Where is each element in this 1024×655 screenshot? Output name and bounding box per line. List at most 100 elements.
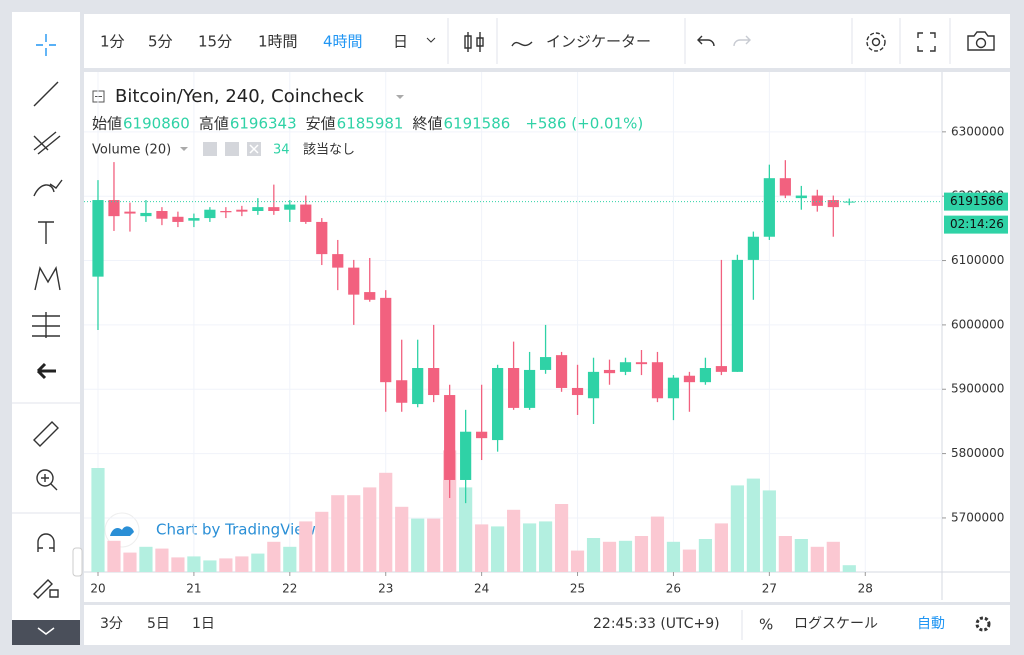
volume-bar [650,516,665,572]
volume-title[interactable]: Volume (20) [92,143,171,158]
volume-bar [586,538,601,572]
volume-bar [666,541,681,572]
candle-body [92,200,104,277]
redo-button[interactable] [733,35,751,47]
snapshot-lens [975,37,987,49]
interval-button[interactable]: 4時間 [323,33,363,51]
range-button[interactable]: 5日 [147,616,170,632]
candle-body [779,178,791,196]
interval-button[interactable]: 1時間 [258,33,298,51]
log-scale-button[interactable]: ログスケール [794,616,878,632]
volume-bar [171,557,185,572]
undo-button[interactable] [697,35,715,47]
volume-bar [187,556,201,572]
volume-bar [395,506,409,572]
volume-bar [347,495,361,572]
ohlc-value: 6190860 [123,115,190,133]
volume-bar [443,450,457,572]
interval-button[interactable]: 日 [393,33,408,51]
volume-bar [219,558,233,572]
interval-button[interactable]: 5分 [148,33,173,51]
volume-dropdown[interactable] [180,147,188,151]
collapse-legend[interactable] [92,90,105,103]
eye-button[interactable] [203,142,217,156]
ohlc-value: 6191586 [444,115,511,133]
settings-mini-button[interactable] [225,142,239,156]
candle-body [539,357,552,370]
volume-bar [203,560,217,572]
x-tick-label: 27 [762,582,777,596]
candle-body [508,368,520,408]
candle-body [715,366,728,372]
interval-button[interactable]: 1分 [100,33,125,51]
candle-body [683,375,696,383]
indicators-button[interactable]: インジケーター [546,33,651,51]
trendline-tool[interactable] [33,81,59,107]
crosshair-tool[interactable] [36,34,56,56]
pattern-tool[interactable] [34,265,61,291]
symbol-dropdown[interactable] [396,95,404,99]
candle-body [492,368,504,441]
ohlc-value: 6185981 [337,115,404,133]
watermark-text[interactable]: Chart by TradingView [156,521,316,539]
ohlc-label: 終値 [412,115,442,133]
candle-body [204,209,216,219]
ohlc-label: 安値 [306,115,336,133]
chart-panel [84,72,1010,602]
x-tick-label: 26 [666,582,681,596]
symbol-title[interactable]: Bitcoin/Yen, 240, Coincheck [115,86,364,107]
axis-settings-button[interactable] [975,616,991,632]
magnet-tool[interactable] [37,533,55,552]
text-tool[interactable] [38,221,54,244]
volume-bar [618,540,633,572]
y-tick-label: 6100000 [951,253,1004,267]
back-arrow[interactable] [36,362,56,380]
volume-bar [283,546,297,572]
candle-body [523,369,536,408]
x-tick-label: 21 [186,582,201,596]
no-match: 該当なし [303,143,355,158]
candle-body [747,236,759,260]
volume-bar [235,556,249,572]
ohlc-value: 6196343 [230,115,297,133]
volume-bar [634,536,649,572]
dropdown-icon[interactable] [426,37,436,43]
settings-button[interactable] [866,32,886,52]
x-tick-label: 20 [90,582,105,596]
candle-body [396,380,408,403]
candle-body [124,211,136,214]
collapse-button[interactable] [12,620,80,645]
candle-body [811,195,823,206]
volume-bar [730,485,744,572]
settings-center [871,37,881,47]
measure-tool[interactable] [32,312,60,338]
candle-body [731,259,743,372]
ohlc-label: 高値 [199,115,229,133]
volume-bar [794,539,808,572]
brush-tool[interactable] [33,179,63,197]
y-tick-label: 6300000 [951,124,1004,138]
fib-tool[interactable] [33,131,61,155]
candle-body [699,368,712,383]
range-button[interactable]: 3分 [100,616,123,632]
ruler-tool[interactable] [33,421,59,447]
collapse-icon [37,627,55,635]
fullscreen-button[interactable] [917,32,936,52]
volume-bar [698,539,713,572]
lock-tool[interactable] [33,579,59,599]
candle-body [635,362,648,365]
candle-body [827,200,839,208]
interval-button[interactable]: 15分 [198,33,232,51]
percent-button[interactable]: % [759,616,773,634]
range-button[interactable]: 1日 [192,616,215,632]
snapshot-button[interactable] [967,31,995,51]
volume-bar [91,468,105,572]
candle-body [587,371,600,399]
auto-button[interactable]: 自動 [917,616,945,632]
zoom-plus [41,474,58,491]
zoom-tool[interactable] [36,469,54,487]
chart-style-button[interactable] [464,32,484,52]
left-tools[interactable] [12,34,80,645]
scroll-handle[interactable] [72,547,83,577]
